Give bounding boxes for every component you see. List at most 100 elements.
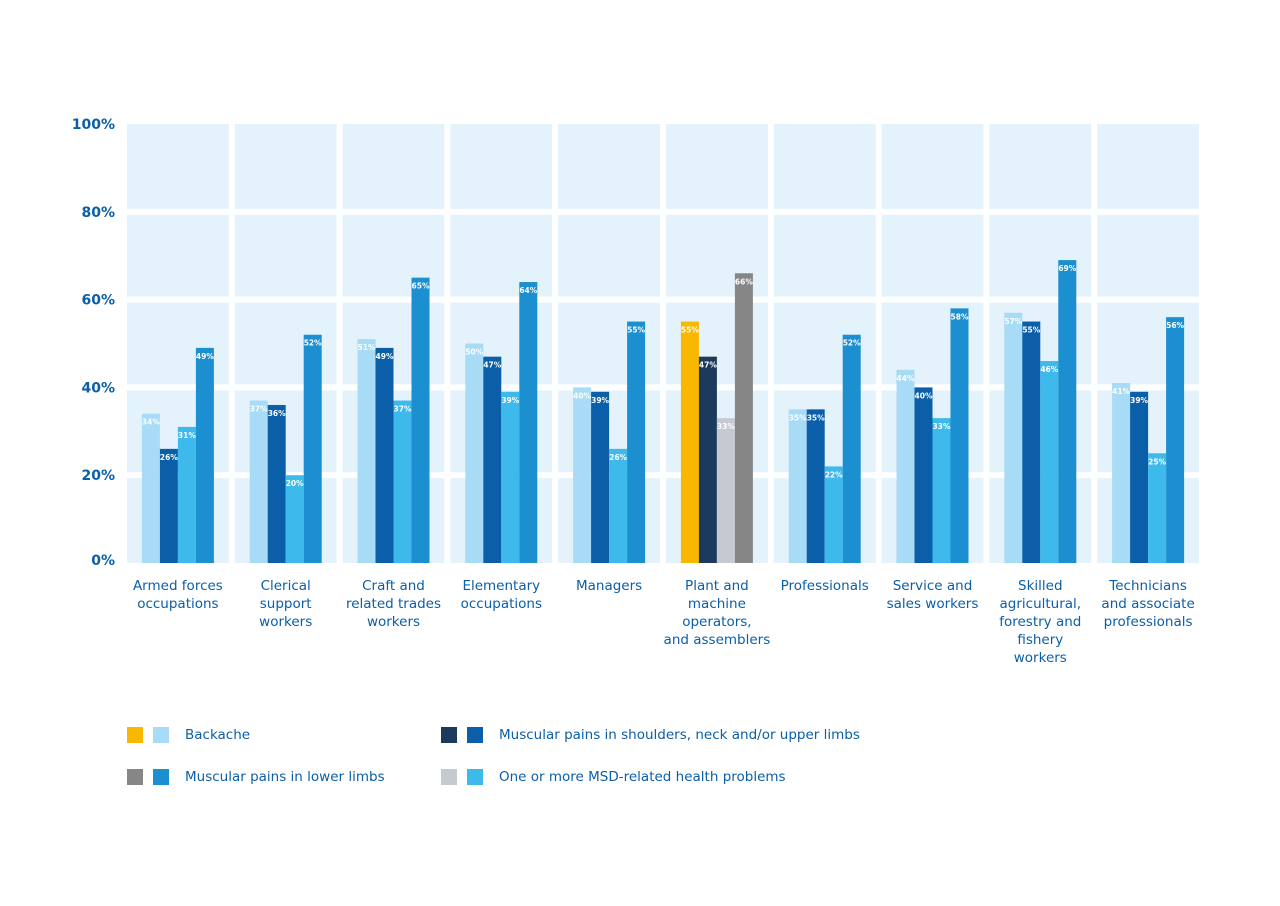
gridline: [127, 472, 1205, 479]
bar: [519, 282, 538, 563]
bar: [285, 475, 304, 563]
category-label: forestry and: [999, 614, 1081, 630]
data-label: 46%: [1040, 365, 1058, 374]
data-label: 66%: [735, 277, 753, 286]
data-label: 35%: [807, 413, 825, 422]
bar: [680, 321, 699, 563]
legend-swatch-highlight: [127, 769, 143, 785]
bar: [914, 387, 933, 563]
data-label: 39%: [1130, 396, 1148, 405]
category-label: workers: [367, 614, 420, 630]
data-label: 55%: [681, 326, 699, 335]
category-label: occupations: [461, 596, 542, 612]
legend-swatch-normal: [467, 727, 483, 743]
data-label: 65%: [412, 282, 430, 291]
bar: [1148, 453, 1167, 563]
category-label: Armed forces: [133, 578, 223, 594]
bar: [141, 413, 160, 563]
gridline: [127, 384, 1205, 391]
bar: [177, 426, 196, 563]
category-label: support: [260, 596, 312, 612]
data-label: 51%: [358, 343, 376, 352]
data-label: 52%: [304, 339, 322, 348]
category-label: Plant and: [685, 578, 749, 594]
data-label: 26%: [609, 453, 627, 462]
y-tick-label: 100%: [72, 117, 115, 133]
data-label: 49%: [376, 352, 394, 361]
bar: [609, 448, 628, 563]
data-label: 37%: [250, 405, 268, 414]
bar: [1166, 317, 1185, 563]
category-label: and assemblers: [664, 632, 771, 648]
data-label: 47%: [483, 361, 501, 370]
legend-label: Muscular pains in shoulders, neck and/or…: [499, 727, 860, 743]
bar: [483, 356, 502, 563]
category-label: Technicians: [1108, 578, 1187, 594]
bar: [896, 369, 915, 563]
legend-swatch-normal: [153, 727, 169, 743]
bar: [375, 347, 394, 563]
bar: [501, 391, 520, 563]
category-label: operators,: [682, 614, 751, 630]
bar: [411, 277, 430, 563]
data-label: 44%: [897, 374, 915, 383]
gridline: [127, 296, 1205, 303]
bar: [1112, 383, 1131, 563]
bar: [159, 448, 178, 563]
data-label: 40%: [573, 391, 591, 400]
data-label: 41%: [1112, 387, 1130, 396]
bar: [573, 387, 592, 563]
category-label: Skilled: [1018, 578, 1063, 594]
category-label: fishery: [1017, 632, 1063, 648]
legend-label: One or more MSD-related health problems: [499, 769, 786, 785]
category-label: occupations: [137, 596, 218, 612]
category-label: machine: [688, 596, 746, 612]
data-label: 39%: [591, 396, 609, 405]
bar: [249, 400, 268, 563]
data-label: 26%: [160, 453, 178, 462]
legend-item-msd: One or more MSD-related health problems: [441, 769, 786, 785]
legend-label: Backache: [185, 727, 251, 743]
category-label: workers: [259, 614, 312, 630]
data-label: 58%: [951, 312, 969, 321]
legend-swatch-highlight: [127, 727, 143, 743]
data-label: 57%: [1004, 317, 1022, 326]
bar: [1004, 312, 1023, 563]
bar: [591, 391, 610, 563]
data-label: 33%: [933, 422, 951, 431]
data-label: 55%: [1022, 326, 1040, 335]
category-label: Managers: [576, 578, 642, 594]
y-tick-label: 40%: [81, 380, 115, 396]
data-label: 55%: [627, 326, 645, 335]
data-label: 25%: [1148, 457, 1166, 466]
legend-label: Muscular pains in lower limbs: [185, 769, 385, 785]
y-tick-label: 60%: [81, 293, 115, 309]
category-label: related trades: [346, 596, 441, 612]
data-label: 69%: [1058, 264, 1076, 273]
gridline: [127, 208, 1205, 215]
bar: [627, 321, 646, 563]
bar: [716, 418, 735, 563]
data-label: 52%: [843, 339, 861, 348]
bar: [950, 308, 969, 563]
category-label: agricultural,: [1000, 596, 1082, 612]
bar: [267, 404, 286, 563]
data-label: 36%: [268, 409, 286, 418]
bar: [734, 273, 753, 563]
bar: [842, 334, 861, 563]
data-label: 20%: [286, 479, 304, 488]
bar: [788, 409, 807, 563]
category-label: Professionals: [781, 578, 869, 594]
data-label: 50%: [465, 348, 483, 357]
category-label: workers: [1014, 650, 1067, 666]
bar: [1040, 361, 1059, 563]
data-label: 47%: [699, 361, 717, 370]
y-tick-label: 20%: [81, 468, 115, 484]
legend-item-lower-limbs: Muscular pains in lower limbs: [127, 769, 385, 785]
data-label: 22%: [825, 470, 843, 479]
data-label: 64%: [519, 286, 537, 295]
bar: [1058, 260, 1077, 563]
category-label: Craft and: [362, 578, 425, 594]
bar: [806, 409, 825, 563]
bar: [357, 339, 376, 563]
